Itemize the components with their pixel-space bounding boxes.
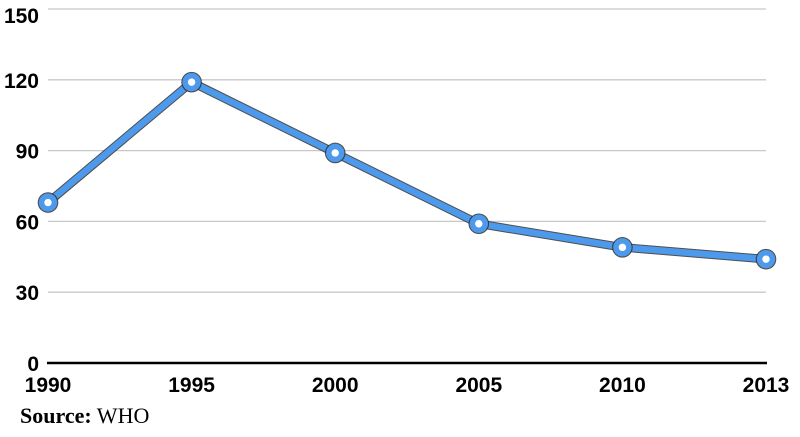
data-point — [37, 192, 59, 213]
marker-center — [44, 198, 52, 207]
marker-center — [187, 78, 196, 86]
x-tick-label: 1995 — [168, 374, 215, 397]
data-line — [44, 78, 770, 263]
y-tick-label: 150 — [4, 5, 39, 28]
marker-center — [762, 255, 770, 263]
data-point — [755, 248, 777, 270]
marker-center — [331, 149, 339, 157]
data-point — [324, 142, 346, 164]
source-label: Source: — [20, 403, 92, 428]
x-tick-label: 2005 — [455, 374, 502, 397]
x-tick-label: 2000 — [312, 374, 359, 397]
data-point — [612, 237, 633, 258]
source-value: WHO — [91, 403, 150, 428]
y-tick-label: 90 — [16, 141, 39, 164]
y-tick-label: 30 — [16, 282, 39, 305]
x-tick-label: 2013 — [743, 374, 790, 397]
source-note: Source: WHO — [20, 403, 149, 429]
data-point — [468, 213, 490, 235]
y-tick-label: 0 — [27, 353, 39, 376]
data-point — [181, 71, 202, 93]
marker-center — [475, 220, 483, 228]
y-tick-label: 60 — [16, 211, 39, 234]
x-tick-label: 1990 — [25, 374, 72, 397]
y-tick-label: 120 — [4, 70, 39, 93]
marker-center — [618, 243, 627, 252]
x-tick-label: 2010 — [599, 374, 646, 397]
